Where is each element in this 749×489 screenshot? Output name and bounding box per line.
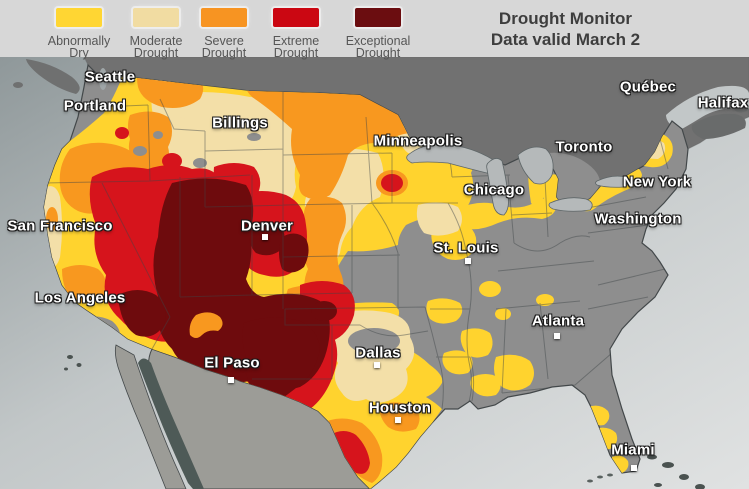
- nova-scotia: [691, 113, 746, 139]
- map-canvas: [0, 57, 749, 489]
- legend-item-exceptional-drought: Exceptional Drought: [318, 8, 438, 59]
- legend-item-severe-drought: Severe Drought: [164, 8, 284, 59]
- map-title-line2: Data valid March 2: [490, 30, 641, 49]
- legend-label: Severe Drought: [201, 34, 247, 60]
- city-label-dallas: Dallas: [355, 344, 401, 362]
- lake-ontario: [595, 175, 630, 188]
- islands: [64, 68, 705, 489]
- legend-swatch-moderate-drought: [133, 8, 179, 27]
- legend-item-extreme-drought: Extreme Drought: [236, 8, 356, 59]
- city-label-quebec: Québec: [619, 78, 677, 96]
- city-label-atlanta: Atlanta: [531, 312, 585, 330]
- city-marker-st-louis: [465, 258, 471, 264]
- city-label-denver: Denver: [240, 217, 294, 235]
- city-label-miami: Miami: [611, 441, 655, 459]
- city-label-minneapolis: Minneapolis: [373, 132, 463, 150]
- city-label-st-louis: St. Louis: [433, 239, 499, 257]
- legend-label: Abnormally Dry: [47, 34, 111, 60]
- city-label-chicago: Chicago: [463, 181, 525, 199]
- city-marker-houston: [395, 417, 401, 423]
- az-orange-pocket: [189, 312, 223, 338]
- city-marker-denver: [262, 234, 268, 240]
- city-marker-atlanta: [554, 333, 560, 339]
- legend-label: Moderate Drought: [129, 34, 183, 60]
- map-title: Drought Monitor Data valid March 2: [468, 8, 663, 50]
- legend-swatch-extreme-drought: [273, 8, 319, 27]
- city-label-el-paso: El Paso: [204, 354, 260, 372]
- city-marker-dallas: [374, 362, 380, 368]
- legend-label: Exceptional Drought: [345, 34, 411, 60]
- city-label-billings: Billings: [212, 114, 268, 132]
- us-drought-map: Seattle Portland Billings Minneapolis Qu…: [0, 57, 749, 489]
- lake-erie: [548, 197, 593, 212]
- lake-michigan: [486, 158, 509, 216]
- legend-item-abnormally-dry: Abnormally Dry: [19, 8, 139, 59]
- gulf-of-california: [138, 358, 204, 489]
- legend-swatch-severe-drought: [201, 8, 247, 27]
- mexico-landmass: [114, 344, 371, 489]
- city-label-seattle: Seattle: [84, 68, 136, 86]
- city-marker-miami: [631, 465, 637, 471]
- city-label-new-york: New York: [622, 173, 692, 191]
- baja-peninsula: [114, 344, 187, 489]
- city-label-houston: Houston: [368, 399, 432, 417]
- lake-huron: [517, 146, 554, 185]
- map-title-line1: Drought Monitor: [498, 9, 633, 28]
- great-lakes: [406, 143, 630, 216]
- city-label-los-angeles: Los Angeles: [34, 289, 126, 307]
- city-marker-el-paso: [228, 377, 234, 383]
- city-label-portland: Portland: [63, 97, 127, 115]
- gulf-of-st-lawrence: [666, 85, 749, 131]
- city-label-halifax: Halifax: [697, 94, 749, 112]
- legend-swatch-abnormally-dry: [56, 8, 102, 27]
- header-bar: Abnormally Dry Moderate Drought Severe Drou…: [0, 0, 749, 59]
- city-label-toronto: Toronto: [555, 138, 613, 156]
- legend-item-moderate-drought: Moderate Drought: [96, 8, 216, 59]
- city-label-san-francisco: San Francisco: [7, 217, 113, 235]
- legend-swatch-exceptional-drought: [355, 8, 401, 27]
- city-label-washington: Washington: [594, 210, 682, 228]
- legend-label: Extreme Drought: [272, 34, 320, 60]
